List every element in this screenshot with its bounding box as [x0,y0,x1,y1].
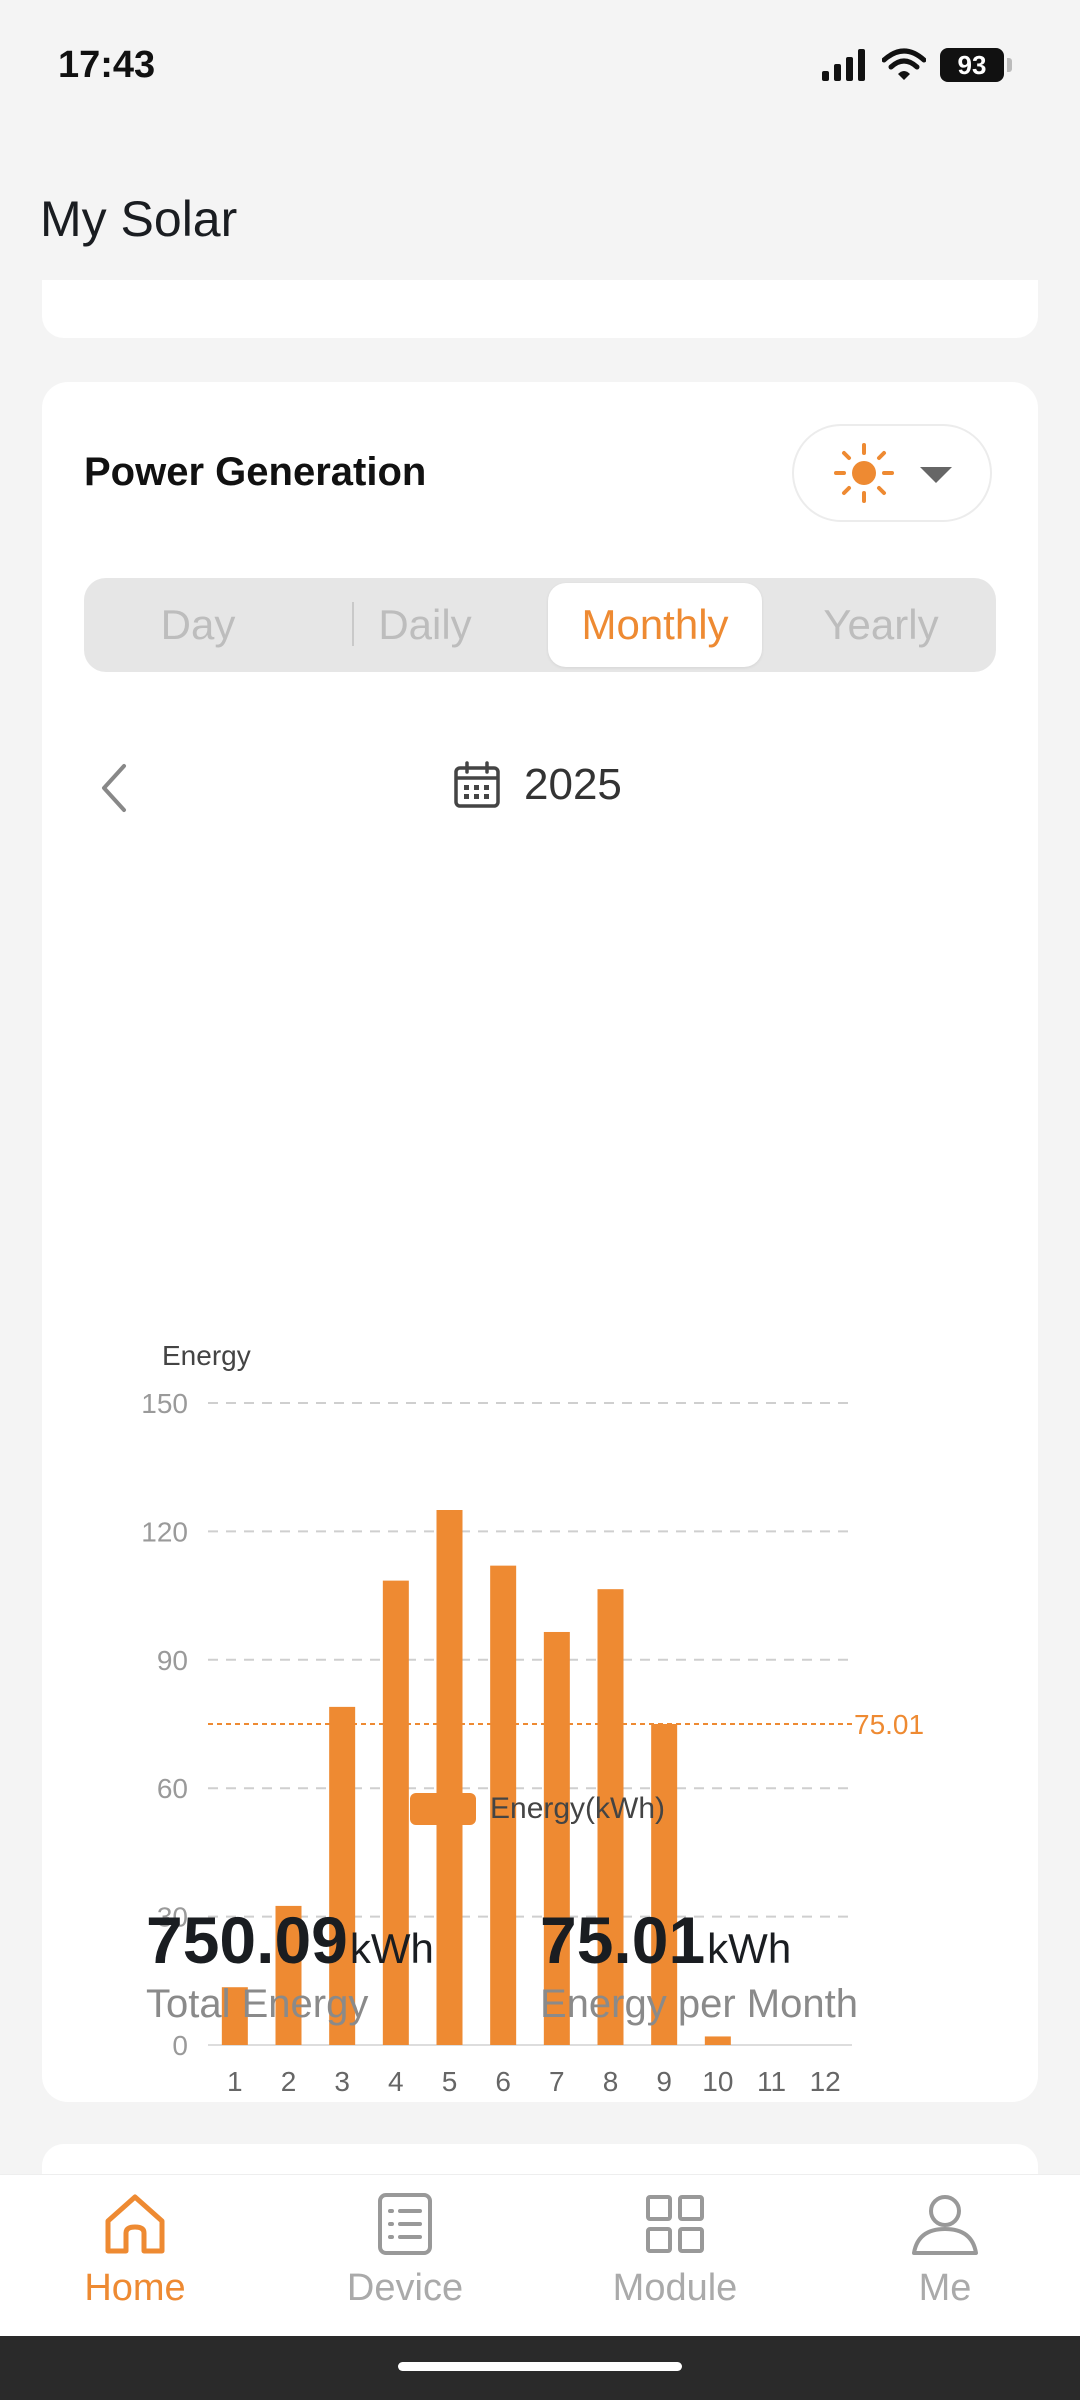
x-tick-label: 8 [603,2066,619,2097]
per-month-unit: kWh [707,1925,792,1972]
bar-month-10[interactable] [704,2036,731,2045]
total-energy-unit: kWh [349,1925,434,1972]
tab-monthly[interactable]: Monthly [548,583,762,667]
bar-month-6[interactable] [490,1565,517,2045]
chevron-down-icon [920,467,952,483]
x-tick-label: 11 [757,2066,786,2097]
nav-label: Device [346,2267,464,2309]
date-picker[interactable]: 2025 [452,760,622,810]
bar-month-9[interactable] [651,1724,678,2045]
x-tick-label: 2 [281,2066,297,2097]
total-energy-label: Total Energy [146,1982,369,2026]
nav-label: Module [612,2267,738,2309]
device-list-icon [378,2193,432,2255]
y-tick-label: 120 [141,1516,188,1547]
nav-module[interactable]: Module [575,2189,775,2310]
battery-indicator: 93 [940,48,1012,82]
bar-month-7[interactable] [543,1631,570,2045]
status-time: 17:43 [58,44,156,86]
total-energy-stat: 750.09 kWh Total Energy [146,1902,434,2027]
bar-month-4[interactable] [382,1580,409,2045]
weather-dropdown[interactable] [792,424,992,522]
per-month-label: Energy per Month [540,1982,858,2026]
x-tick-label: 9 [656,2066,672,2097]
tab-divider [352,602,354,646]
user-icon [912,2195,978,2255]
period-tabs: Day Daily Monthly Yearly [84,578,996,672]
x-tick-label: 3 [334,2066,350,2097]
gesture-bar [0,2336,1080,2400]
x-tick-label: 7 [549,2066,565,2097]
x-tick-label: 10 [702,2066,733,2097]
previous-card [42,280,1038,338]
per-month-value: 75.01 [540,1903,706,1977]
x-tick-label: 5 [442,2066,458,2097]
chart-legend: Energy(kWh) [410,1792,665,1826]
total-energy-value: 750.09 [146,1903,348,1977]
battery-level: 93 [957,49,987,80]
y-tick-label: 30 [157,1902,188,1933]
tab-daily[interactable]: Daily [316,583,534,667]
bottom-nav: Home Device Module Me [0,2174,1080,2337]
nav-device[interactable]: Device [305,2189,505,2310]
power-generation-card: Power Generation Day Daily Monthl [42,382,1038,2102]
y-tick-label: 150 [141,1388,188,1419]
tab-label: Yearly [823,601,939,648]
tab-label: Monthly [581,601,729,648]
tab-label: Daily [378,601,472,648]
chevron-left-icon[interactable] [94,758,134,818]
nav-me[interactable]: Me [845,2189,1045,2310]
date-label: 2025 [524,760,622,809]
bar-month-2[interactable] [275,1905,302,2045]
home-icon [105,2194,165,2254]
bar-month-5[interactable] [436,1510,463,2045]
x-tick-label: 1 [227,2066,243,2097]
status-bar: 17:43 93 [0,0,1080,130]
energy-per-month-stat: 75.01 kWh Energy per Month [540,1902,858,2027]
nav-label: Home [84,2267,186,2309]
page-title: My Solar [40,191,238,247]
legend-label: Energy(kWh) [490,1792,666,1825]
tab-yearly[interactable]: Yearly [772,583,990,667]
y-tick-label: 60 [157,1773,188,1804]
nav-label: Me [918,2267,972,2309]
module-grid-icon [646,2195,704,2253]
bar-month-1[interactable] [221,1987,248,2045]
sun-icon [834,443,894,503]
home-indicator[interactable] [398,2362,682,2371]
tab-label: Day [160,601,236,648]
bar-month-8[interactable] [597,1589,624,2045]
y-tick-label: 0 [172,2030,188,2061]
calendar-icon [454,761,500,808]
signal-icon [822,49,865,81]
x-tick-label: 4 [388,2066,404,2097]
tab-day[interactable]: Day [89,583,307,667]
x-tick-label: 12 [810,2066,841,2097]
card-title: Power Generation [84,450,427,494]
y-axis-label: Energy [162,1340,251,1371]
status-icons: 93 [822,48,1012,82]
y-tick-label: 90 [157,1645,188,1676]
wifi-icon [882,48,926,80]
nav-home[interactable]: Home [35,2189,235,2310]
x-tick-label: 6 [495,2066,511,2097]
legend-swatch [410,1793,476,1825]
average-line-label: 75.01 [854,1709,924,1740]
bar-month-3[interactable] [329,1706,356,2045]
